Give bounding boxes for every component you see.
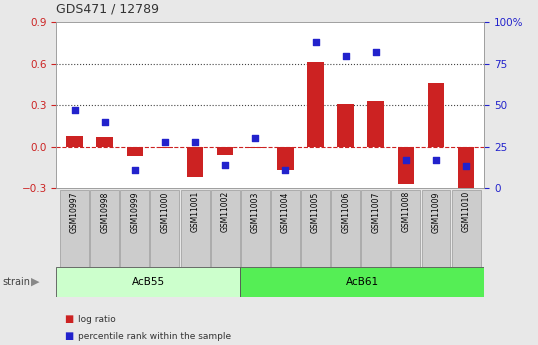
Point bbox=[131, 167, 139, 172]
Bar bbox=[66, 136, 83, 147]
Point bbox=[251, 136, 260, 141]
Bar bbox=[241, 190, 270, 267]
Text: GSM11005: GSM11005 bbox=[311, 191, 320, 233]
Point bbox=[401, 157, 410, 162]
Point bbox=[311, 40, 320, 45]
Point bbox=[341, 53, 350, 58]
Text: ■: ■ bbox=[65, 314, 74, 324]
Bar bbox=[422, 190, 450, 267]
Bar bbox=[96, 137, 113, 147]
Bar bbox=[398, 147, 414, 184]
Bar bbox=[247, 147, 264, 148]
Bar bbox=[367, 101, 384, 147]
Text: GSM11000: GSM11000 bbox=[160, 191, 169, 233]
Text: GSM10999: GSM10999 bbox=[130, 191, 139, 233]
Point bbox=[221, 162, 230, 168]
Bar bbox=[277, 147, 294, 170]
Text: ■: ■ bbox=[65, 332, 74, 341]
Text: GSM11006: GSM11006 bbox=[341, 191, 350, 233]
Bar bbox=[271, 190, 300, 267]
Text: ▶: ▶ bbox=[31, 277, 40, 287]
Bar bbox=[121, 190, 149, 267]
Text: GSM11008: GSM11008 bbox=[401, 191, 410, 233]
Text: AcB55: AcB55 bbox=[132, 277, 165, 287]
Text: GSM11003: GSM11003 bbox=[251, 191, 260, 233]
Bar bbox=[307, 62, 324, 147]
Bar bbox=[181, 190, 209, 267]
Text: GSM11010: GSM11010 bbox=[462, 191, 471, 233]
Bar bbox=[90, 190, 119, 267]
Bar bbox=[331, 190, 360, 267]
Bar bbox=[126, 147, 143, 156]
Point bbox=[70, 107, 79, 113]
Bar bbox=[211, 190, 239, 267]
Point bbox=[462, 164, 470, 169]
Bar bbox=[157, 147, 173, 148]
Point bbox=[431, 157, 440, 162]
Text: GSM11007: GSM11007 bbox=[371, 191, 380, 233]
Point bbox=[371, 49, 380, 55]
Bar bbox=[240, 267, 484, 297]
Text: GSM11002: GSM11002 bbox=[221, 191, 230, 233]
Point bbox=[101, 119, 109, 125]
Text: strain: strain bbox=[3, 277, 31, 287]
Bar bbox=[60, 190, 89, 267]
Text: GSM11001: GSM11001 bbox=[190, 191, 200, 233]
Bar bbox=[337, 104, 354, 147]
Text: GSM11004: GSM11004 bbox=[281, 191, 290, 233]
Bar bbox=[151, 190, 179, 267]
Bar bbox=[392, 190, 420, 267]
Text: GDS471 / 12789: GDS471 / 12789 bbox=[56, 2, 159, 16]
Text: GSM10998: GSM10998 bbox=[100, 191, 109, 233]
Bar bbox=[301, 190, 330, 267]
Point bbox=[191, 139, 200, 145]
Bar bbox=[217, 147, 233, 155]
Bar bbox=[56, 267, 240, 297]
Point bbox=[161, 139, 169, 145]
Bar bbox=[458, 147, 475, 188]
Text: percentile rank within the sample: percentile rank within the sample bbox=[78, 332, 231, 341]
Text: GSM11009: GSM11009 bbox=[431, 191, 441, 233]
Text: AcB61: AcB61 bbox=[345, 277, 379, 287]
Text: log ratio: log ratio bbox=[78, 315, 116, 324]
Text: GSM10997: GSM10997 bbox=[70, 191, 79, 233]
Bar bbox=[452, 190, 480, 267]
Bar bbox=[187, 147, 203, 177]
Point bbox=[281, 167, 289, 172]
Bar bbox=[362, 190, 390, 267]
Bar bbox=[428, 83, 444, 147]
